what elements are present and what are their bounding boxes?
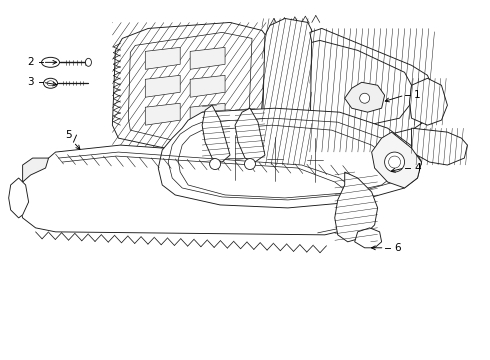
Polygon shape	[145, 75, 180, 97]
Text: 4: 4	[414, 163, 421, 173]
Circle shape	[245, 158, 255, 170]
Polygon shape	[190, 48, 225, 69]
Polygon shape	[355, 228, 382, 248]
Text: 2: 2	[27, 57, 34, 67]
Polygon shape	[158, 108, 421, 208]
Circle shape	[360, 93, 369, 103]
Polygon shape	[335, 172, 378, 242]
Polygon shape	[145, 48, 180, 69]
Polygon shape	[112, 22, 268, 162]
Circle shape	[385, 152, 405, 172]
Polygon shape	[190, 103, 225, 125]
Polygon shape	[262, 18, 312, 165]
Polygon shape	[19, 145, 371, 235]
Polygon shape	[23, 158, 49, 182]
Polygon shape	[412, 128, 467, 165]
Ellipse shape	[44, 78, 57, 88]
Ellipse shape	[85, 58, 92, 66]
Circle shape	[389, 156, 400, 168]
Polygon shape	[9, 178, 28, 218]
Polygon shape	[202, 105, 230, 162]
Circle shape	[210, 158, 220, 170]
Polygon shape	[410, 78, 447, 125]
Ellipse shape	[47, 81, 54, 86]
Ellipse shape	[42, 57, 59, 67]
Polygon shape	[310, 28, 435, 152]
Text: 3: 3	[27, 77, 34, 87]
Polygon shape	[235, 108, 265, 162]
Polygon shape	[145, 103, 180, 125]
Polygon shape	[371, 132, 421, 188]
Polygon shape	[345, 82, 385, 112]
Polygon shape	[190, 75, 225, 97]
Text: 5: 5	[65, 130, 72, 140]
Text: 1: 1	[414, 90, 421, 100]
Text: 6: 6	[394, 243, 401, 253]
